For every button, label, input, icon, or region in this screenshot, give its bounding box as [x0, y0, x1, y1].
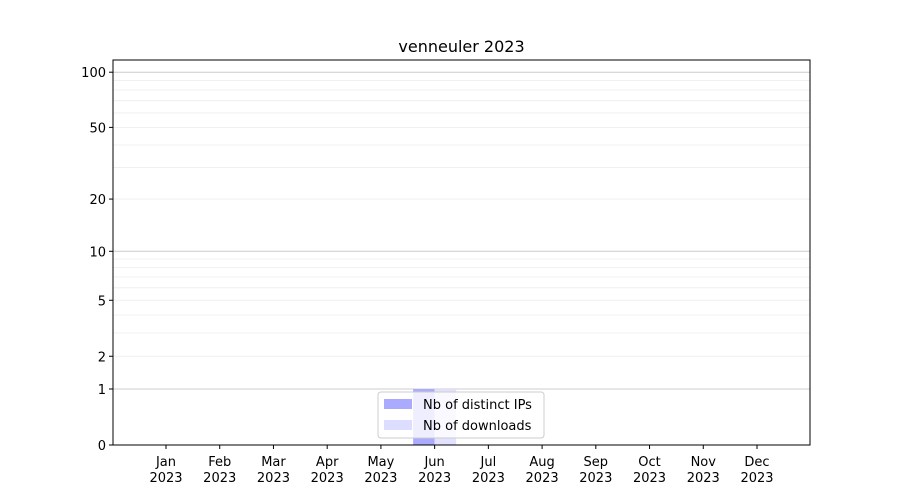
chart-title: venneuler 2023	[398, 37, 524, 56]
x-tick-label: Sep 2023	[579, 455, 612, 486]
y-tick-label: 0	[98, 439, 106, 454]
x-tick-label: Feb 2023	[203, 455, 236, 486]
x-tick-label: Jun 2023	[418, 455, 451, 486]
y-axis: 0 1 2 5 10 20 50 100	[81, 66, 113, 454]
legend-swatch	[384, 420, 412, 430]
legend-swatch	[384, 399, 412, 409]
legend-box	[377, 391, 545, 439]
y-tick-label: 20	[89, 193, 106, 208]
y-tick-label: 1	[98, 383, 106, 398]
x-tick-label: Jul 2023	[472, 455, 505, 486]
legend-label: Nb of downloads	[423, 419, 532, 434]
x-tick-label: Aug 2023	[526, 455, 559, 486]
y-tick-label: 5	[98, 294, 106, 309]
x-tick-label: Jan 2023	[149, 455, 182, 486]
x-tick-label: May 2023	[364, 455, 397, 486]
x-tick-label: Dec 2023	[740, 455, 773, 486]
x-tick-label: Mar 2023	[257, 455, 290, 486]
x-tick-label: Nov 2023	[687, 455, 720, 486]
grid	[113, 71, 810, 390]
y-tick-label: 100	[81, 66, 106, 81]
x-tick-label: Apr 2023	[311, 455, 344, 486]
y-tick-label: 2	[98, 350, 106, 365]
legend-label: Nb of distinct IPs	[423, 398, 532, 413]
legend: Nb of distinct IPs Nb of downloads	[377, 391, 545, 439]
y-tick-label: 50	[89, 121, 106, 136]
plot-frame	[112, 59, 811, 446]
y-tick-label: 10	[89, 245, 106, 260]
x-tick-label: Oct 2023	[633, 455, 666, 486]
x-axis: Jan 2023 Feb 2023 Mar 2023 Apr 2023 May 2023 Jun 20…	[149, 445, 774, 486]
